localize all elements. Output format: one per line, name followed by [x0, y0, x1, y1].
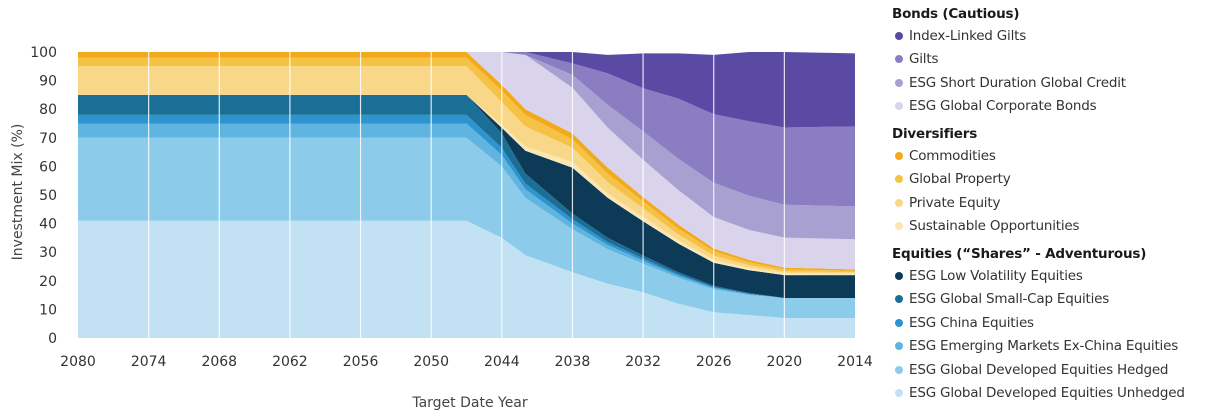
y-tick-label: 100	[30, 45, 57, 61]
area-series-0	[78, 220, 855, 338]
vertical-gridlines	[148, 52, 785, 338]
y-tick-label: 30	[39, 245, 57, 261]
legend-label: ESG Low Volatility Equities	[909, 267, 1083, 284]
legend-item: Gilts	[892, 48, 1217, 72]
area-series-1	[78, 137, 855, 318]
x-tick-label: 2032	[625, 354, 661, 370]
x-tick-label: 2068	[201, 354, 237, 370]
legend-swatch	[895, 365, 903, 374]
legend-swatch	[895, 271, 903, 280]
y-tick-label: 90	[39, 74, 57, 90]
y-tick-label: 20	[39, 274, 57, 290]
legend-item: ESG Low Volatility Equities	[892, 264, 1217, 288]
legend-label: ESG Global Corporate Bonds	[909, 98, 1097, 115]
x-tick-label: 2056	[343, 354, 379, 370]
legend-swatch	[895, 198, 903, 207]
x-tick-label: 2062	[272, 354, 308, 370]
y-tick-label: 10	[39, 302, 57, 318]
legend-item: Commodities	[892, 144, 1217, 168]
legend-swatch	[895, 55, 903, 64]
area-series-11	[78, 52, 855, 240]
legend-swatch	[895, 175, 903, 184]
x-tick-label: 2020	[767, 354, 803, 370]
legend-item: ESG China Equities	[892, 311, 1217, 335]
legend-label: Gilts	[909, 51, 939, 68]
legend-item: Index-Linked Gilts	[892, 24, 1217, 48]
x-tick-label: 2074	[131, 354, 167, 370]
legend: Bonds (Cautious) Index-Linked Gilts Gilts E…	[892, 4, 1217, 411]
legend-swatch	[895, 318, 903, 327]
legend-label: ESG Global Small-Cap Equities	[909, 291, 1110, 308]
legend-label: Private Equity	[909, 194, 1001, 211]
legend-swatch	[895, 222, 903, 231]
legend-swatch	[895, 78, 903, 87]
legend-swatch	[895, 342, 903, 351]
x-axis-label: Target Date Year	[411, 395, 528, 411]
legend-label: Commodities	[909, 147, 996, 164]
legend-label: Index-Linked Gilts	[909, 27, 1027, 44]
legend-swatch	[895, 151, 903, 160]
x-tick-label: 2038	[555, 354, 591, 370]
y-tick-label: 80	[39, 102, 57, 118]
legend-label: ESG Short Duration Global Credit	[909, 74, 1126, 91]
y-axis-label: Investment Mix (%)	[10, 124, 26, 261]
legend-label: ESG Emerging Markets Ex-China Equities	[909, 338, 1179, 355]
x-tick-label: 2080	[60, 354, 96, 370]
legend-label: ESG China Equities	[909, 314, 1034, 331]
legend-item: Global Property	[892, 168, 1217, 192]
legend-group-title: Equities (“Shares” - Adventurous)	[892, 246, 1147, 262]
area-series-10	[78, 52, 855, 270]
y-tick-label: 50	[39, 188, 57, 204]
legend-label: Global Property	[909, 171, 1011, 188]
legend-label: Sustainable Opportunities	[909, 218, 1080, 235]
legend-swatch	[895, 102, 903, 111]
area-series-13	[78, 52, 855, 128]
legend-item: ESG Emerging Markets Ex-China Equities	[892, 335, 1217, 359]
legend-item: ESG Short Duration Global Credit	[892, 71, 1217, 95]
legend-label: ESG Global Developed Equities Unhedged	[909, 385, 1185, 402]
x-tick-label: 2026	[696, 354, 732, 370]
y-tick-label: 0	[48, 331, 57, 347]
legend-swatch	[895, 31, 903, 40]
x-axis-ticks: 2080 2074 2068 2062 2056 2050 2044 2038 2032 2026…	[60, 354, 873, 370]
legend-group: Equities (“Shares” - Adventurous) ESG Low…	[892, 244, 1217, 405]
y-axis-ticks: 0 10 20 30 40 50 60 70 80 90 100	[30, 45, 57, 347]
y-tick-label: 60	[39, 159, 57, 175]
x-tick-label: 2050	[413, 354, 449, 370]
legend-group: Bonds (Cautious) Index-Linked Gilts Gilts E…	[892, 4, 1217, 118]
area-series-7	[78, 66, 855, 274]
legend-swatch	[895, 295, 903, 304]
legend-item: Private Equity	[892, 191, 1217, 215]
legend-item: ESG Global Small-Cap Equities	[892, 288, 1217, 312]
x-tick-label: 2044	[484, 354, 520, 370]
area-series-5	[78, 94, 855, 299]
y-tick-label: 40	[39, 217, 57, 233]
legend-group-title: Bonds (Cautious)	[892, 6, 1020, 22]
area-series-8	[78, 57, 855, 273]
legend-group-title: Diversifiers	[892, 126, 978, 142]
legend-swatch	[895, 389, 903, 398]
area-series-6	[78, 94, 855, 276]
x-tick-label: 2014	[837, 354, 873, 370]
legend-item: ESG Global Corporate Bonds	[892, 95, 1217, 119]
legend-label: ESG Global Developed Equities Hedged	[909, 361, 1169, 378]
y-tick-label: 70	[39, 131, 57, 147]
legend-item: ESG Global Developed Equities Unhedged	[892, 382, 1217, 406]
legend-group: Diversifiers Commodities Global Property Pr…	[892, 124, 1217, 238]
area-layers	[78, 52, 855, 338]
legend-item: Sustainable Opportunities	[892, 215, 1217, 239]
legend-item: ESG Global Developed Equities Hedged	[892, 358, 1217, 382]
area-series-12	[78, 52, 855, 207]
